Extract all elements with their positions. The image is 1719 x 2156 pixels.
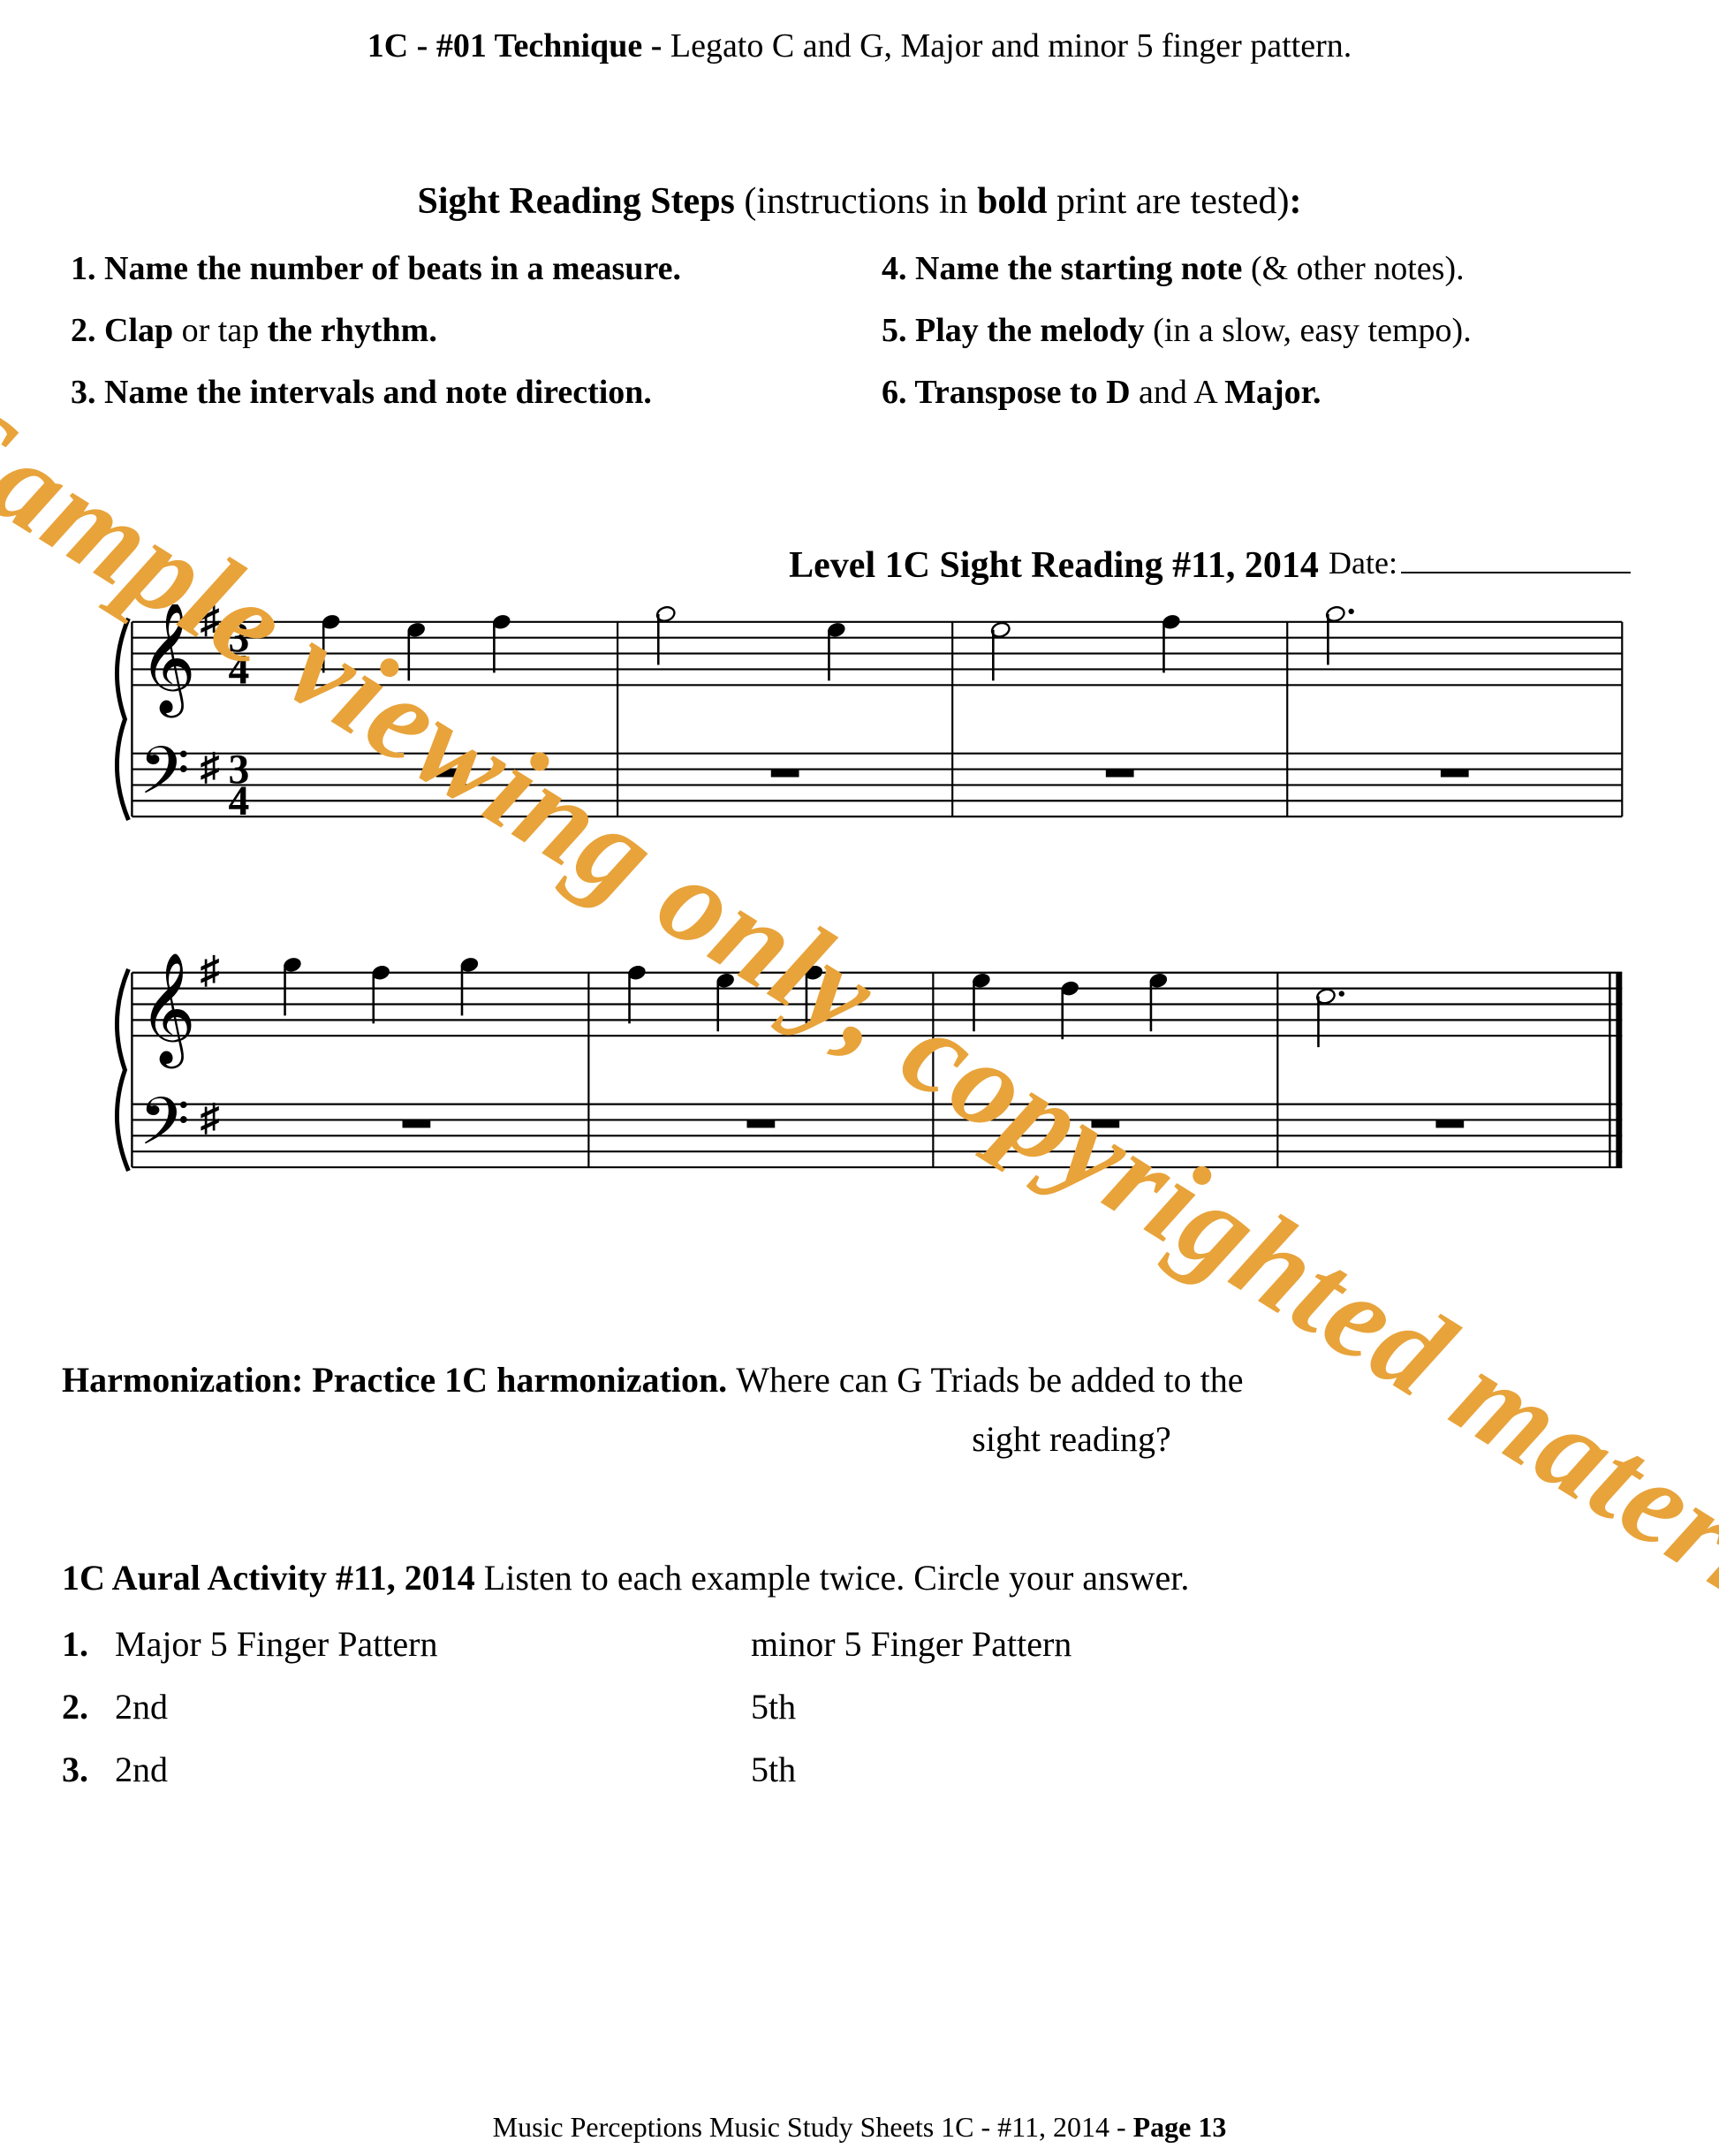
step-1: 1. Name the number of beats in a measure… <box>71 249 837 288</box>
step-num: 1. <box>71 250 104 287</box>
svg-text:𝄢: 𝄢 <box>139 1087 189 1174</box>
aural-num: 3. <box>62 1749 115 1790</box>
step-num: 3. <box>71 374 104 411</box>
step-text-a: Clap <box>104 312 182 349</box>
aural-heading-plain: Listen to each example twice. Circle you… <box>484 1558 1190 1598</box>
step-6: 6. Transpose to D and A Major. <box>882 373 1648 412</box>
aural-heading: 1C Aural Activity #11, 2014 Listen to ea… <box>62 1557 1657 1598</box>
technique-header: 1C - #01 Technique - Legato C and G, Maj… <box>62 27 1657 65</box>
aural-list: 1. Major 5 Finger Pattern minor 5 Finger… <box>62 1623 1657 1790</box>
step-note: (& other notes). <box>1251 250 1465 287</box>
svg-text:4: 4 <box>229 647 250 693</box>
step-text-b: and A <box>1139 374 1224 411</box>
step-5: 5. Play the melody (in a slow, easy temp… <box>882 311 1648 350</box>
step-text-a: Transpose to D <box>914 374 1139 411</box>
svg-text:♯: ♯ <box>201 1097 220 1139</box>
technique-header-text: Legato C and G, Major and minor 5 finger… <box>670 27 1352 65</box>
score-title: Level 1C Sight Reading #11, 2014 <box>789 544 1319 587</box>
svg-text:♯: ♯ <box>201 604 220 641</box>
aural-option-a: 2nd <box>115 1749 751 1790</box>
svg-text:4: 4 <box>229 778 250 824</box>
aural-option-b: 5th <box>751 1686 796 1727</box>
aural-row: 3. 2nd 5th <box>62 1749 1657 1790</box>
sight-heading-colon: : <box>1290 181 1302 222</box>
aural-num: 1. <box>62 1623 115 1665</box>
aural-option-a: Major 5 Finger Pattern <box>115 1623 751 1665</box>
harmonization-text: Harmonization: Practice 1C harmonization… <box>62 1359 1657 1401</box>
date-blank-line <box>1401 572 1631 573</box>
step-num: 5. <box>882 312 915 349</box>
page-footer: Music Perceptions Music Study Sheets 1C … <box>0 2111 1719 2144</box>
svg-text:𝄢: 𝄢 <box>139 736 189 824</box>
date-label-text: Date: <box>1329 545 1397 581</box>
sight-heading-bold1: Sight Reading Steps <box>417 181 744 222</box>
step-text: Name the intervals and note direction. <box>104 374 652 411</box>
sight-reading-steps: 1. Name the number of beats in a measure… <box>62 249 1657 412</box>
date-label: Date: <box>1329 544 1631 581</box>
aural-heading-bold: 1C Aural Activity #11, 2014 <box>62 1558 484 1598</box>
aural-row: 1. Major 5 Finger Pattern minor 5 Finger… <box>62 1623 1657 1665</box>
svg-text:𝄞: 𝄞 <box>139 604 196 718</box>
aural-option-a: 2nd <box>115 1686 751 1727</box>
svg-text:♯: ♯ <box>201 950 220 992</box>
sight-reading-heading: Sight Reading Steps (instructions in bol… <box>62 180 1657 223</box>
aural-option-b: 5th <box>751 1749 796 1790</box>
step-2: 2. Clap or tap the rhythm. <box>71 311 837 350</box>
harmonization-line2: sight reading? <box>62 1418 1657 1460</box>
score-title-row: Level 1C Sight Reading #11, 2014 Date: <box>62 544 1657 587</box>
technique-header-bold: 1C - #01 Technique - <box>367 27 670 65</box>
step-text-c: the rhythm. <box>268 312 437 349</box>
aural-num: 2. <box>62 1686 115 1727</box>
step-text: Name the starting note <box>915 250 1251 287</box>
svg-text:𝄞: 𝄞 <box>139 954 196 1069</box>
sight-heading-mid: (instructions in <box>744 181 977 222</box>
aural-row: 2. 2nd 5th <box>62 1686 1657 1727</box>
step-num: 2. <box>71 312 104 349</box>
footer-page: Page 13 <box>1133 2111 1227 2143</box>
step-text: Name the number of beats in a measure. <box>104 250 681 287</box>
sight-heading-mid2: print are tested) <box>1047 181 1289 222</box>
footer-text: Music Perceptions Music Study Sheets 1C … <box>493 2111 1133 2143</box>
step-num: 4. <box>882 250 915 287</box>
aural-option-b: minor 5 Finger Pattern <box>751 1623 1072 1665</box>
score-svg: 𝄞𝄢♯♯3434𝄞𝄢♯♯ <box>62 604 1657 1235</box>
step-num: 6. <box>882 374 914 411</box>
step-text: Play the melody <box>915 312 1153 349</box>
step-4: 4. Name the starting note (& other notes… <box>882 249 1648 288</box>
harmonization-bold: Harmonization: Practice 1C harmonization… <box>62 1360 736 1400</box>
svg-text:♯: ♯ <box>201 746 220 788</box>
step-text-c: Major. <box>1224 374 1321 411</box>
step-text-b: or tap <box>182 312 268 349</box>
music-score: 𝄞𝄢♯♯3434𝄞𝄢♯♯ <box>62 604 1657 1235</box>
step-note: (in a slow, easy tempo). <box>1153 312 1472 349</box>
step-3: 3. Name the intervals and note direction… <box>71 373 837 412</box>
harmonization-plain: Where can G Triads be added to the <box>736 1360 1243 1400</box>
sight-heading-bold2: bold <box>977 181 1047 222</box>
